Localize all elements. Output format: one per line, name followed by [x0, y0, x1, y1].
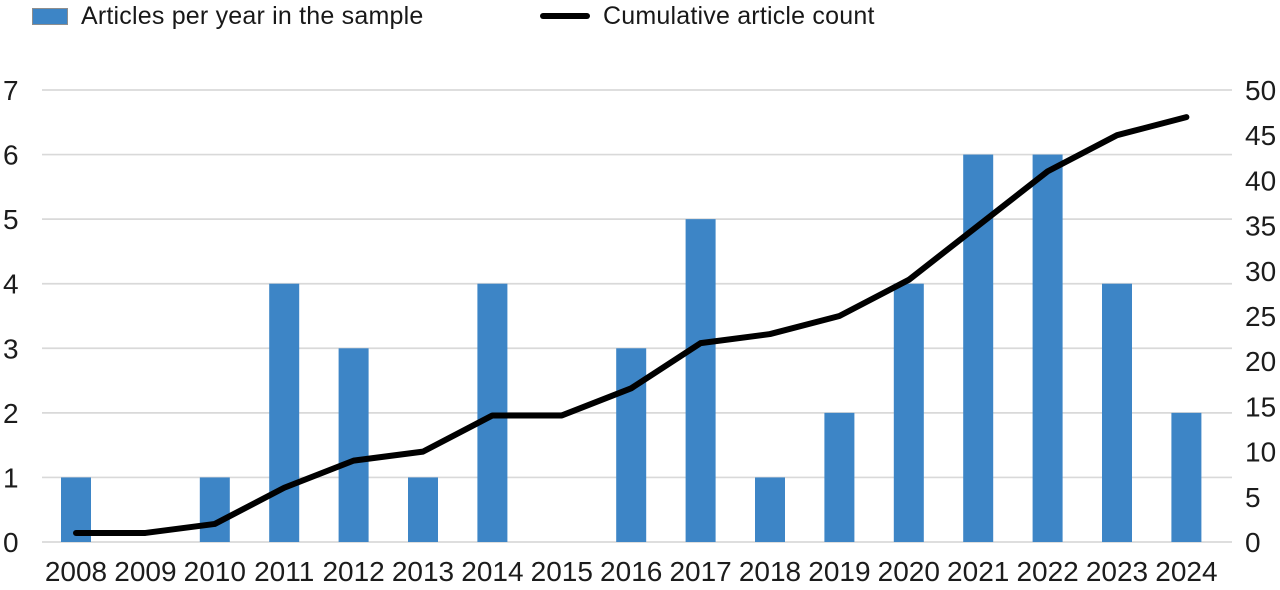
x-axis-label: 2017	[669, 556, 731, 587]
left-axis-tick-label: 4	[3, 269, 19, 300]
legend-label-articles-per-year: Articles per year in the sample	[81, 1, 424, 30]
left-axis-tick-label: 7	[3, 75, 19, 106]
legend-label-cumulative-count: Cumulative article count	[603, 1, 875, 30]
x-axis-label: 2022	[1016, 556, 1078, 587]
bar	[963, 154, 994, 543]
left-axis-tick-label: 2	[3, 398, 19, 429]
legend-item-articles-per-year: Articles per year in the sample	[32, 2, 423, 30]
left-axis-tick-label: 1	[3, 462, 19, 493]
bar	[338, 348, 369, 542]
x-axis-label: 2013	[392, 556, 454, 587]
left-axis-tick-label: 3	[3, 333, 19, 364]
right-axis-tick-label: 25	[1245, 301, 1276, 332]
x-axis-label: 2019	[808, 556, 870, 587]
x-axis-label: 2024	[1155, 556, 1217, 587]
x-axis-label: 2014	[461, 556, 523, 587]
bar	[616, 348, 647, 542]
x-axis-label: 2009	[114, 556, 176, 587]
bar	[408, 477, 438, 542]
bar	[269, 283, 300, 542]
bar	[1171, 412, 1202, 542]
x-axis-label: 2011	[254, 556, 314, 587]
x-axis-label: 2015	[531, 556, 593, 587]
left-axis-tick-label: 6	[3, 140, 19, 171]
bar-series-swatch-icon	[32, 7, 68, 25]
right-axis-tick-label: 30	[1245, 256, 1276, 287]
bar	[1102, 283, 1132, 542]
line-series-swatch-icon	[540, 13, 590, 19]
right-axis-tick-label: 50	[1245, 75, 1276, 106]
cumulative-line	[73, 114, 1190, 536]
left-axis-tick-label: 5	[3, 204, 19, 235]
x-axis-label: 2008	[45, 556, 107, 587]
x-axis-label: 2020	[878, 556, 940, 587]
right-axis-tick-label: 15	[1245, 391, 1276, 422]
bar	[1032, 154, 1063, 543]
left-axis-tick-label: 0	[3, 527, 19, 558]
legend-item-cumulative-count: Cumulative article count	[540, 2, 875, 30]
bar	[755, 477, 785, 542]
right-axis-tick-label: 40	[1245, 165, 1276, 196]
x-axis-label: 2023	[1086, 556, 1148, 587]
bar	[685, 219, 716, 542]
right-axis-tick-label: 35	[1245, 211, 1276, 242]
right-axis-tick-label: 5	[1245, 482, 1261, 513]
right-axis-tick-label: 10	[1245, 437, 1276, 468]
x-axis-label: 2018	[739, 556, 801, 587]
right-axis-tick-label: 0	[1245, 527, 1261, 558]
right-axis-tick-label: 20	[1245, 346, 1276, 377]
x-axis-label: 2016	[600, 556, 662, 587]
x-axis-label: 2012	[322, 556, 384, 587]
bar	[824, 412, 855, 542]
bar	[199, 477, 230, 542]
legend: Articles per year in the sample Cumulati…	[0, 2, 1280, 32]
right-axis-tick-label: 45	[1245, 120, 1276, 151]
bar	[893, 283, 924, 542]
x-axis-label: 2010	[184, 556, 246, 587]
x-axis-label: 2021	[947, 556, 1009, 587]
